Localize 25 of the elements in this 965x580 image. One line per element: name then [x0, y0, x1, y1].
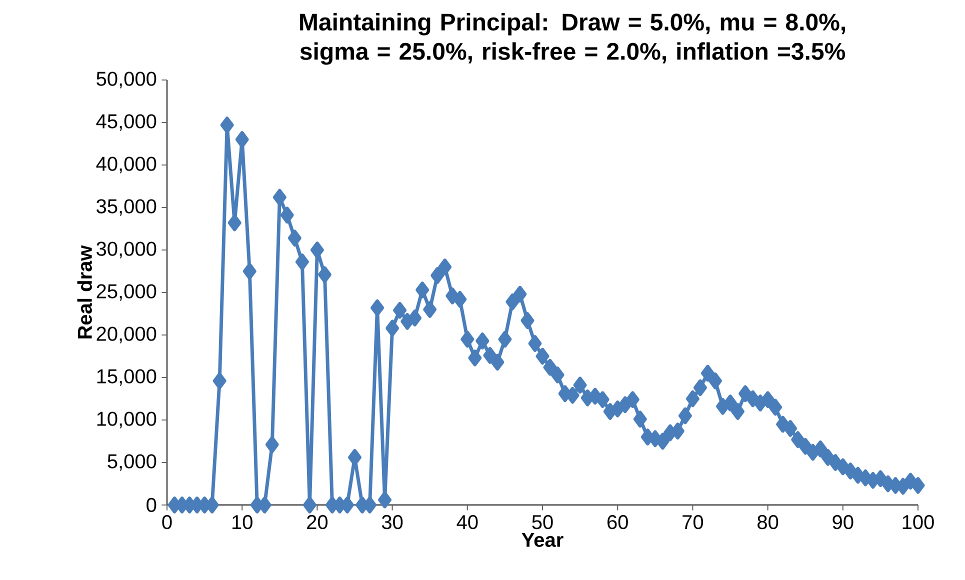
- x-tick-label: 80: [758, 515, 778, 530]
- x-tick-label: 50: [532, 515, 553, 530]
- y-tick-label: 10,000: [97, 412, 156, 428]
- y-tick-label: 20,000: [96, 326, 156, 344]
- y-tick-label: 5,000: [108, 454, 156, 471]
- chart-title: Maintaining Principal: Draw = 5.0%, mu = 8.0%, sigma = 25.0%, risk-free = 2.0%, inflation =3.5%: [300, 12, 845, 65]
- x-axis-title: Year: [522, 533, 564, 547]
- y-tick-label: 30,000: [96, 242, 156, 258]
- x-tick-label: 40: [456, 515, 478, 530]
- y-tick-label: 15,000: [97, 369, 156, 386]
- x-tick-label: 70: [682, 515, 704, 530]
- x-tick-label: 10: [232, 515, 252, 530]
- x-tick-label: 60: [608, 515, 628, 530]
- y-tick-label: 45,000: [96, 114, 156, 131]
- x-tick-label: 0: [162, 515, 172, 530]
- y-tick-label: 25,000: [96, 284, 156, 301]
- x-tick-label: 90: [832, 515, 854, 530]
- y-tick-label: 0: [146, 498, 156, 512]
- x-tick-label: 20: [307, 515, 328, 530]
- y-tick-label: 35,000: [96, 199, 156, 216]
- y-tick-label: 40,000: [96, 156, 156, 174]
- x-tick-label: 100: [902, 515, 934, 530]
- y-axis-title: Real draw: [77, 245, 92, 338]
- y-tick-label: 50,000: [96, 72, 156, 88]
- x-tick-label: 30: [382, 515, 403, 530]
